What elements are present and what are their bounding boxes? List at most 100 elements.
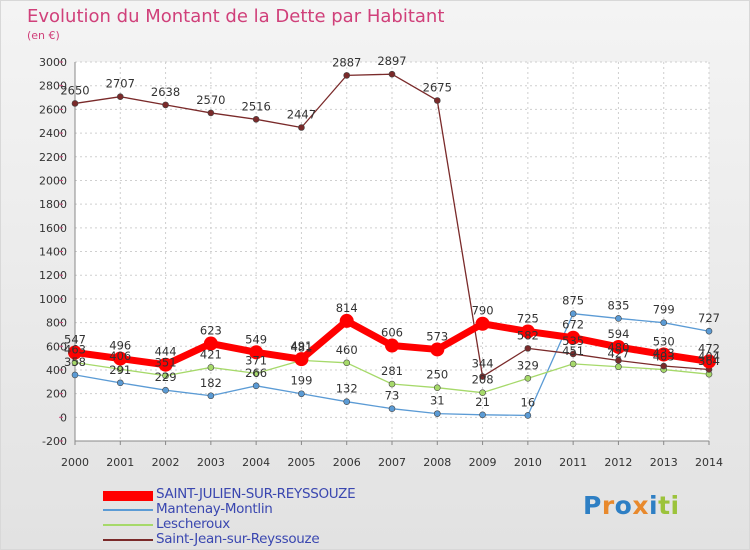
legend-swatch [103, 491, 153, 501]
logo-letter: o [614, 491, 633, 520]
data-point [566, 330, 581, 345]
data-label: 549 [245, 332, 267, 346]
data-label: 444 [155, 345, 177, 359]
data-label: 291 [109, 363, 131, 377]
data-point [252, 382, 260, 390]
data-label: 623 [200, 324, 222, 338]
data-label: 790 [472, 304, 494, 318]
legend-label: SAINT-JULIEN-SUR-REYSSOUZE [156, 486, 356, 502]
data-point [385, 338, 399, 353]
data-label: 403 [653, 350, 675, 364]
data-label: 2887 [332, 55, 361, 69]
legend-label: Mantenay-Montlin [156, 501, 273, 517]
data-label: 421 [200, 347, 222, 361]
y-tick-label: 2200 [39, 151, 67, 164]
data-point [524, 345, 532, 352]
data-point [524, 412, 532, 419]
x-tick-label: 2009 [469, 456, 497, 469]
y-tick-label: 200 [46, 388, 67, 401]
data-point [71, 371, 79, 379]
data-point [298, 124, 305, 131]
data-point [207, 364, 215, 371]
chart-subtitle: (en €) [27, 29, 60, 42]
x-tick-label: 2005 [287, 456, 315, 469]
data-label: 481 [290, 340, 312, 354]
data-point [479, 411, 486, 419]
data-label: 2707 [106, 77, 135, 91]
data-label: 182 [200, 376, 222, 390]
data-point [615, 363, 622, 371]
logo-letter: P [583, 491, 602, 520]
data-label: 875 [562, 294, 584, 308]
data-label: 460 [336, 343, 358, 357]
logo-letter: t [658, 491, 671, 520]
data-point [656, 347, 671, 362]
data-label: 491 [290, 339, 312, 353]
data-point [569, 350, 577, 358]
data-label: 404 [698, 349, 720, 363]
data-label: 31 [430, 394, 445, 408]
data-label: 329 [517, 358, 539, 372]
x-tick-label: 2011 [559, 456, 587, 469]
data-point [294, 352, 309, 367]
data-label: 672 [562, 318, 584, 332]
data-point [158, 357, 173, 372]
data-label: 472 [698, 341, 720, 355]
data-label: 266 [245, 366, 267, 380]
data-label: 2516 [242, 99, 271, 113]
data-point [702, 354, 716, 369]
data-point [343, 359, 351, 367]
data-point [520, 324, 535, 339]
data-label: 250 [426, 368, 448, 382]
data-label: 451 [562, 344, 584, 358]
data-label: 547 [64, 333, 86, 347]
y-tick-label: 2000 [39, 174, 67, 187]
data-label: 21 [475, 395, 490, 409]
data-point [611, 339, 626, 354]
y-tick-label: 2400 [39, 127, 67, 140]
data-point [162, 386, 169, 394]
data-point [339, 313, 354, 328]
x-tick-label: 2010 [514, 456, 542, 469]
y-tick-label: 400 [46, 364, 67, 377]
data-label: 727 [698, 311, 720, 325]
data-point [207, 109, 215, 117]
x-tick-label: 2008 [423, 456, 451, 469]
data-point [252, 116, 260, 123]
data-label: 2650 [60, 83, 89, 97]
data-label: 2675 [423, 80, 452, 94]
data-label: 2570 [196, 93, 225, 107]
data-label: 582 [517, 328, 539, 342]
data-label: 530 [653, 335, 675, 349]
data-point [433, 384, 441, 392]
data-point [433, 97, 441, 104]
data-label: 351 [155, 356, 177, 370]
data-label: 594 [607, 327, 629, 341]
data-point [433, 410, 441, 417]
data-point [388, 70, 396, 78]
data-label: 2638 [151, 85, 180, 99]
data-label: 132 [336, 382, 358, 396]
data-point [569, 310, 577, 317]
data-point [524, 375, 532, 382]
data-label: 433 [653, 346, 675, 360]
data-point [298, 390, 305, 398]
data-label: 208 [472, 373, 494, 387]
data-label: 799 [653, 303, 675, 317]
y-tick-label: 2800 [39, 80, 67, 93]
data-label: 16 [521, 395, 536, 409]
data-label: 427 [607, 347, 629, 361]
data-point [479, 389, 486, 396]
data-label: 463 [64, 342, 86, 356]
data-point [116, 379, 124, 387]
data-label: 229 [155, 370, 177, 384]
proxiti-logo: Proxiti [583, 491, 680, 520]
data-point [203, 336, 218, 351]
x-tick-label: 2014 [695, 456, 723, 469]
y-tick-label: 800 [46, 317, 67, 330]
data-point [569, 360, 577, 368]
data-label: 199 [290, 374, 312, 388]
data-point [388, 405, 396, 412]
x-tick-label: 2013 [650, 456, 678, 469]
data-label: 371 [245, 353, 267, 367]
